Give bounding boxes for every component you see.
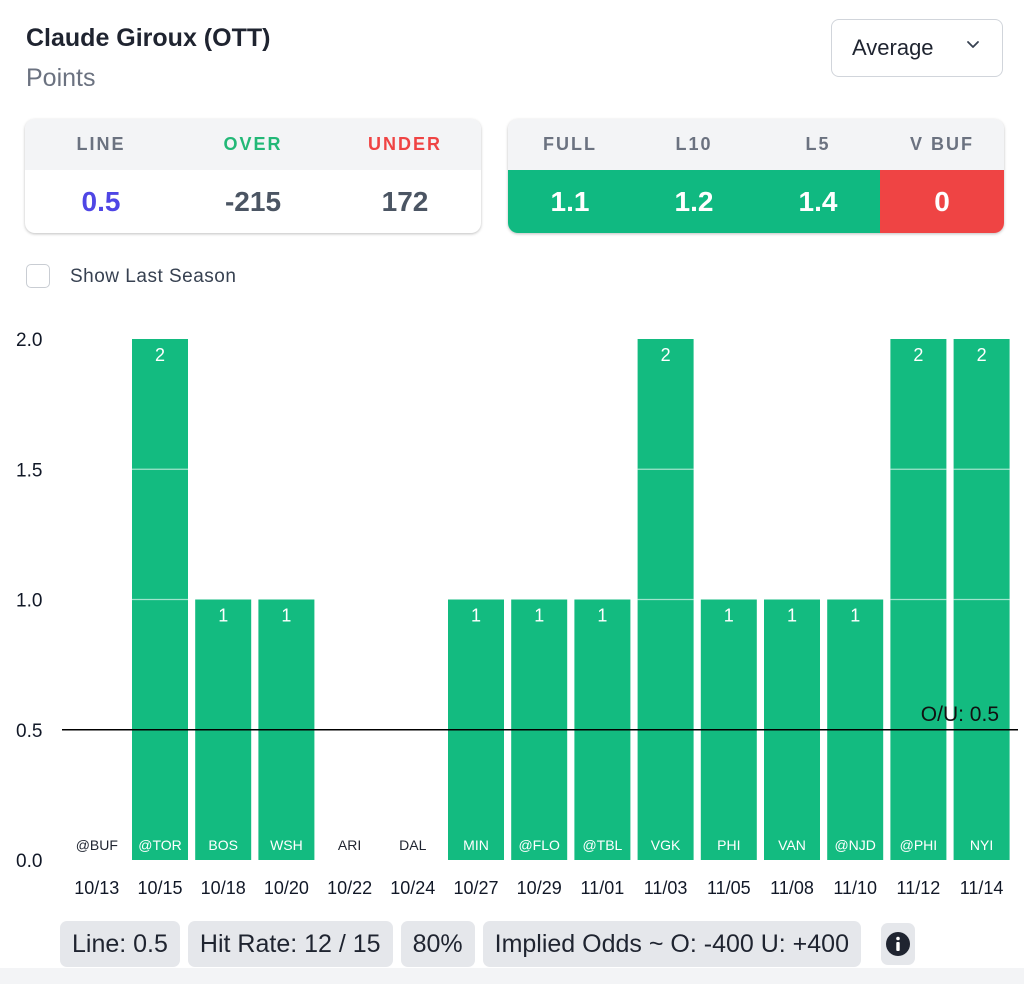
- line-header: LINE: [76, 134, 126, 154]
- bar-value-label: 1: [471, 606, 481, 626]
- show-last-season-checkbox[interactable]: [26, 264, 50, 288]
- over-odds: -215: [224, 185, 282, 217]
- l10-average: 1.2: [632, 170, 756, 233]
- implied-odds-pill: Implied Odds ~ O: -400 U: +400: [482, 921, 861, 967]
- bar-value-label: 2: [913, 345, 923, 365]
- bar-value-label: 2: [155, 345, 165, 365]
- over-under-label: O/U: 0.5: [921, 703, 999, 726]
- y-tick-label: 1.5: [16, 460, 42, 481]
- opponent-label: PHI: [717, 837, 740, 853]
- x-tick-label: 11/05: [707, 878, 751, 898]
- show-last-season-label[interactable]: Show Last Season: [70, 266, 237, 287]
- opponent-label: @TBL: [582, 837, 622, 853]
- odds-card-header: LINE OVER UNDER: [25, 119, 481, 170]
- averages-card: FULL L10 L5 V BUF 1.1 1.2 1.4 0: [508, 119, 1004, 233]
- x-tick-label: 10/18: [201, 878, 246, 898]
- under-header: UNDER: [367, 134, 442, 154]
- x-tick-label: 10/29: [517, 878, 562, 898]
- opponent-label: @BUF: [76, 837, 118, 853]
- opponent-label: ARI: [338, 837, 361, 853]
- stat-name: Points: [26, 64, 96, 92]
- x-tick-label: 11/03: [644, 878, 688, 898]
- opponent-label: DAL: [399, 837, 426, 853]
- x-tick-label: 10/13: [74, 878, 119, 898]
- y-tick-label: 1.0: [16, 591, 42, 612]
- bar-value-label: 1: [597, 606, 607, 626]
- averages-card-values: 1.1 1.2 1.4 0: [508, 170, 1004, 233]
- bottom-strip: [0, 968, 1024, 984]
- x-tick-label: 11/14: [960, 878, 1004, 898]
- chevron-down-icon: [967, 41, 979, 48]
- average-dropdown[interactable]: Average: [831, 19, 1003, 77]
- x-tick-label: 11/10: [833, 878, 877, 898]
- odds-card: LINE OVER UNDER 0.5 -215 172: [25, 119, 481, 233]
- x-tick-label: 10/15: [137, 878, 182, 898]
- line-value: 0.5: [81, 185, 121, 217]
- opponent-label: BOS: [208, 837, 238, 853]
- hit-percent-pill: 80%: [400, 921, 475, 967]
- opponent-label: WSH: [270, 837, 303, 853]
- over-header: OVER: [223, 134, 283, 154]
- x-tick-label: 11/01: [581, 878, 625, 898]
- x-tick-label: 11/08: [770, 878, 814, 898]
- y-tick-label: 2.0: [16, 330, 42, 351]
- dropdown-label: Average: [852, 35, 934, 60]
- averages-card-header: FULL L10 L5 V BUF: [508, 119, 1004, 170]
- bar-value-label: 1: [218, 606, 228, 626]
- opponent-label: VGK: [651, 837, 681, 853]
- info-icon: [885, 932, 910, 956]
- x-tick-label: 10/20: [264, 878, 309, 898]
- x-tick-label: 10/24: [390, 878, 435, 898]
- full-average: 1.1: [508, 170, 632, 233]
- bar-value-label: 1: [534, 606, 544, 626]
- vs-buf-header: V BUF: [910, 134, 974, 154]
- player-name: Claude Giroux (OTT): [26, 24, 271, 52]
- l5-average: 1.4: [756, 170, 880, 233]
- opponent-label: MIN: [463, 837, 489, 853]
- hit-rate-pill: Hit Rate: 12 / 15: [187, 921, 393, 967]
- l10-header: L10: [675, 134, 713, 154]
- x-tick-label: 11/12: [897, 878, 941, 898]
- line-pill: Line: 0.5: [60, 921, 180, 967]
- l5-header: L5: [805, 134, 831, 154]
- x-tick-label: 10/22: [327, 878, 372, 898]
- bar-value-label: 1: [850, 606, 860, 626]
- opponent-label: VAN: [778, 837, 806, 853]
- y-tick-label: 0.0: [16, 851, 42, 872]
- vs-buf-average: 0: [880, 170, 1004, 233]
- info-button[interactable]: [880, 923, 915, 965]
- x-tick-label: 10/27: [453, 878, 498, 898]
- points-bar-chart: 0.0 0.5 1.0 1.5 2.0 @BUF 10/13 2 @TOR 10/15 1 BOS 10…: [16, 330, 1018, 898]
- summary-footer: Line: 0.5 Hit Rate: 12 / 15 80% Implied …: [60, 921, 923, 967]
- bar-value-label: 2: [661, 345, 671, 365]
- opponent-label: NYI: [970, 837, 993, 853]
- bar-value-label: 2: [977, 345, 987, 365]
- bar-value-label: 1: [787, 606, 797, 626]
- bar-value-label: 1: [281, 606, 291, 626]
- opponent-label: @FLO: [518, 837, 560, 853]
- opponent-label: @TOR: [138, 837, 182, 853]
- under-odds: 172: [381, 185, 429, 217]
- opponent-label: @PHI: [900, 837, 938, 853]
- bar-value-label: 1: [724, 606, 734, 626]
- opponent-label: @NJD: [834, 837, 875, 853]
- odds-card-values: 0.5 -215 172: [25, 170, 481, 233]
- full-header: FULL: [543, 134, 597, 154]
- y-tick-label: 0.5: [16, 721, 42, 742]
